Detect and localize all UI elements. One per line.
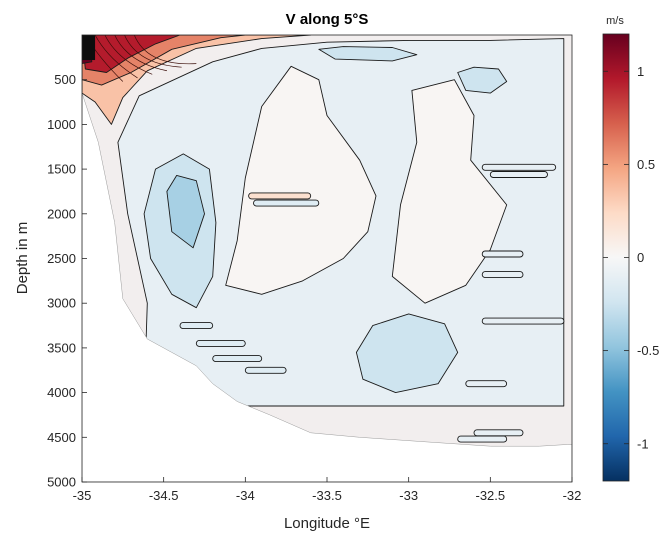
boundary-current-contour-line xyxy=(94,35,138,79)
contour-streak xyxy=(195,339,246,347)
y-tick-label: 1500 xyxy=(47,162,76,177)
contour-streak xyxy=(481,250,524,258)
y-tick-label: 3500 xyxy=(47,340,76,355)
contour-streak xyxy=(244,366,287,374)
x-tick-label: -32.5 xyxy=(476,488,506,503)
contour-streak xyxy=(473,429,524,437)
y-tick-label: 1000 xyxy=(47,117,76,132)
contour-streak xyxy=(248,192,312,200)
contour-region-central-weak-flow-tongue xyxy=(225,65,377,295)
contour-region-upper-core-minus-0.2 xyxy=(318,46,418,62)
colorbar-ticks: 1 0.5 0 -0.5 -1 xyxy=(603,64,659,451)
y-axis: 500 1000 1500 2000 2500 3000 3500 4000 4500 5000 xyxy=(47,72,87,490)
contour-region-boundary-current-core xyxy=(82,35,181,73)
contour-streak xyxy=(457,435,508,443)
colorbar-tick-label: -1 xyxy=(637,436,649,451)
contour-region-eastern-weak-flow xyxy=(391,79,508,304)
colorbar-tick-label: 1 xyxy=(637,64,644,79)
x-axis-label: Longitude °E xyxy=(284,515,370,532)
boundary-current-contour-line xyxy=(133,35,197,65)
y-tick-label: 4500 xyxy=(47,430,76,445)
y-tick-label: 5000 xyxy=(47,475,76,490)
contour-streak xyxy=(481,317,565,325)
contour-streak xyxy=(212,355,263,363)
x-tick-label: -33 xyxy=(399,488,418,503)
y-tick-label: 4000 xyxy=(47,385,76,400)
contour-streak xyxy=(179,322,214,330)
x-tick-label: -32 xyxy=(563,488,582,503)
x-tick-label: -34 xyxy=(236,488,255,503)
colorbar-tick-label: 0 xyxy=(637,250,644,265)
contour-streak xyxy=(481,163,557,171)
x-tick-label: -34.5 xyxy=(149,488,179,503)
boundary-current-contour-line xyxy=(114,35,168,72)
bathymetry-mask xyxy=(82,93,572,482)
x-axis: -35 -34.5 -34 -33.5 -33 -32.5 -32 xyxy=(73,477,582,503)
contour-streak xyxy=(465,380,508,388)
contour-streak xyxy=(489,171,548,178)
y-tick-label: 2000 xyxy=(47,206,76,221)
x-tick-label: -33.5 xyxy=(312,488,342,503)
colorbar-tick-label: -0.5 xyxy=(637,343,659,358)
contour-streaks xyxy=(179,163,565,443)
max-velocity-cell xyxy=(82,35,96,61)
colorbar-unit: m/s xyxy=(606,15,624,27)
contour-streak xyxy=(481,271,524,279)
boundary-current-contour-line xyxy=(104,35,153,75)
contour-field xyxy=(82,35,572,482)
chart-title: V along 5°S xyxy=(286,11,369,28)
contour-region-deep-core-minus-0.2 xyxy=(355,313,459,394)
y-axis-label: Depth in m xyxy=(14,222,31,295)
colorbar-tick-label: 0.5 xyxy=(637,157,655,172)
boundary-current-contour-line xyxy=(124,35,182,68)
y-tick-label: 3000 xyxy=(47,296,76,311)
x-tick-label: -35 xyxy=(73,488,92,503)
y-tick-label: 2500 xyxy=(47,251,76,266)
contour-streak xyxy=(253,199,320,207)
contour-region-shallow-eastern-eddy xyxy=(457,66,508,94)
contour-region-mid-depth-core-minus-0.4 xyxy=(166,174,205,249)
y-tick-label: 500 xyxy=(54,72,76,87)
